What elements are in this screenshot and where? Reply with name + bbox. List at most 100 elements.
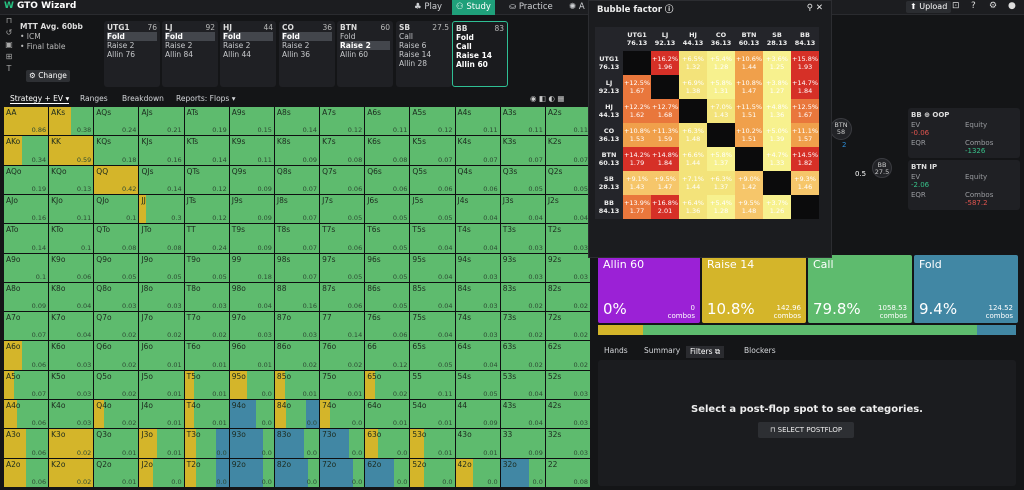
hand-cell[interactable]: T6o 0.01	[184, 341, 229, 370]
position-card-bb[interactable]: BB 83 Fold Call Raise 14 Allin 60	[452, 21, 508, 87]
hand-cell[interactable]: ATs 0.19	[184, 107, 229, 136]
hand-cell[interactable]: QQ 0.42	[94, 165, 139, 194]
hand-cell[interactable]: 55 0.11	[410, 370, 455, 400]
hand-cell[interactable]: QJo 0.1	[94, 194, 139, 224]
gear-icon[interactable]: ⚙	[989, 1, 998, 11]
hand-cell[interactable]: 64s 0.04	[455, 341, 500, 370]
tab-breakdown[interactable]: Breakdown	[122, 94, 164, 103]
hand-cell[interactable]: 97o 0.03	[229, 312, 274, 341]
hand-cell[interactable]: 43o 0.01	[455, 429, 500, 458]
hand-cell[interactable]: 63o 0.0	[365, 429, 410, 458]
hand-cell[interactable]: AQs 0.24	[94, 107, 139, 136]
hand-cell[interactable]: KJs 0.16	[139, 136, 184, 165]
action-option[interactable]: Call	[399, 32, 414, 41]
hand-cell[interactable]: A5s 0.12	[410, 107, 455, 136]
help-icon[interactable]: ?	[971, 1, 976, 11]
pin-close-icons[interactable]: ⚲ ✕	[806, 3, 823, 13]
hand-cell[interactable]: 53s 0.04	[500, 370, 545, 400]
tab-reports-flops[interactable]: Reports: Flops ▾	[176, 94, 236, 103]
action-option[interactable]: Fold	[107, 32, 157, 41]
hand-cell[interactable]: 75s 0.04	[410, 312, 455, 341]
hand-cell[interactable]: 76o 0.02	[320, 341, 365, 370]
hand-cell[interactable]: K3o 0.02	[49, 429, 94, 458]
save-icon[interactable]: ▣	[5, 40, 13, 49]
hand-cell[interactable]: 86s 0.05	[365, 282, 410, 312]
position-card-utg1[interactable]: UTG1 76 Fold Raise 2 Allin 76	[104, 21, 160, 87]
app-logo[interactable]: W GTO Wizard	[4, 1, 77, 11]
hand-cell[interactable]: JTs 0.12	[184, 194, 229, 224]
hand-cell[interactable]: J8s 0.07	[274, 194, 320, 224]
tab-analyze[interactable]: ✺ A	[569, 2, 585, 12]
hand-cell[interactable]: AKs 0.38	[49, 107, 94, 136]
hand-cell[interactable]: A7o 0.07	[4, 312, 49, 341]
hand-cell[interactable]: 73o 0.0	[320, 429, 365, 458]
hand-cell[interactable]: AJs 0.21	[139, 107, 184, 136]
hand-cell[interactable]: KJo 0.11	[49, 194, 94, 224]
position-card-co[interactable]: CO 36 Fold Raise 2 Allin 36	[279, 21, 335, 87]
hand-cell[interactable]: 87o 0.03	[274, 312, 320, 341]
hand-cell[interactable]: KQs 0.18	[94, 136, 139, 165]
tab-blockers[interactable]: Blockers	[744, 346, 776, 355]
hand-cell[interactable]: K6s 0.08	[365, 136, 410, 165]
hand-cell[interactable]: J9o 0.05	[139, 253, 184, 282]
hand-cell[interactable]: 95s 0.04	[410, 253, 455, 282]
gamepad-icon[interactable]: ⊞	[5, 52, 13, 61]
hand-cell[interactable]: 72s 0.02	[545, 312, 590, 341]
action-option[interactable]: Fold	[223, 32, 273, 41]
hand-cell[interactable]: 77 0.14	[320, 312, 365, 341]
hand-cell[interactable]: 43s 0.04	[500, 400, 545, 429]
hand-cell[interactable]: 73s 0.02	[500, 312, 545, 341]
hand-cell[interactable]: Q9s 0.09	[229, 165, 274, 194]
hand-cell[interactable]: T4o 0.01	[184, 400, 229, 429]
hand-cell[interactable]: QJs 0.14	[139, 165, 184, 194]
hand-cell[interactable]: 65o 0.02	[365, 370, 410, 400]
hand-cell[interactable]: 74o 0.0	[320, 400, 365, 429]
hand-cell[interactable]: T7s 0.06	[320, 224, 365, 253]
action-option[interactable]: Allin 76	[107, 50, 136, 59]
tab-hands[interactable]: Hands	[604, 346, 628, 355]
hand-cell[interactable]: Q4o 0.02	[94, 400, 139, 429]
position-card-lj[interactable]: LJ 92 Fold Raise 2 Allin 84	[162, 21, 218, 87]
hand-cell[interactable]: AJo 0.16	[4, 194, 49, 224]
hand-cell[interactable]: Q8o 0.03	[94, 282, 139, 312]
action-option[interactable]: Fold	[456, 33, 474, 42]
hand-cell[interactable]: Q8s 0.07	[274, 165, 320, 194]
hand-cell[interactable]: Q7o 0.02	[94, 312, 139, 341]
action-option[interactable]: Raise 2	[223, 41, 251, 50]
hand-cell[interactable]: K6o 0.03	[49, 341, 94, 370]
hand-cell[interactable]: J9s 0.09	[229, 194, 274, 224]
hand-cell[interactable]: Q3o 0.01	[94, 429, 139, 458]
hand-cell[interactable]: 97s 0.05	[320, 253, 365, 282]
hand-cell[interactable]: 83o 0.0	[274, 429, 320, 458]
hand-cell[interactable]: 87s 0.06	[320, 282, 365, 312]
hand-cell[interactable]: 52s 0.03	[545, 370, 590, 400]
hand-cell[interactable]: 82o 0.0	[274, 458, 320, 487]
hand-cell[interactable]: QTs 0.12	[184, 165, 229, 194]
upload-button[interactable]: ⬆ Upload	[906, 1, 952, 13]
hand-cell[interactable]: 42o 0.0	[455, 458, 500, 487]
hand-cell[interactable]: K2s 0.07	[545, 136, 590, 165]
hand-cell[interactable]: KK 0.59	[49, 136, 94, 165]
hand-cell[interactable]: AKo 0.34	[4, 136, 49, 165]
action-card[interactable]: Raise 14 10.8% 142.96 combos	[702, 255, 806, 323]
hand-cell[interactable]: K5o 0.03	[49, 370, 94, 400]
hand-cell[interactable]: T6s 0.05	[365, 224, 410, 253]
text-icon[interactable]: T	[6, 64, 12, 73]
hand-cell[interactable]: 62s 0.02	[545, 341, 590, 370]
hand-cell[interactable]: A3o 0.06	[4, 429, 49, 458]
action-option[interactable]: Allin 60	[456, 60, 488, 69]
action-card[interactable]: Fold 9.4% 124.52 combos	[914, 255, 1018, 323]
hand-cell[interactable]: J5o 0.01	[139, 370, 184, 400]
hand-cell[interactable]: A6s 0.11	[365, 107, 410, 136]
tab-filters[interactable]: Filters ⧉	[686, 346, 725, 358]
hand-cell[interactable]: 32o 0.0	[500, 458, 545, 487]
hand-cell[interactable]: K4o 0.03	[49, 400, 94, 429]
action-option[interactable]: Fold	[165, 32, 215, 41]
hand-cell[interactable]: J2s 0.04	[545, 194, 590, 224]
hand-cell[interactable]: 22 0.08	[545, 458, 590, 487]
hand-cell[interactable]: K2o 0.02	[49, 458, 94, 487]
hand-cell[interactable]: Q2s 0.05	[545, 165, 590, 194]
action-option[interactable]: Allin 28	[399, 59, 428, 68]
hand-cell[interactable]: 82s 0.02	[545, 282, 590, 312]
action-option[interactable]: Allin 36	[282, 50, 311, 59]
